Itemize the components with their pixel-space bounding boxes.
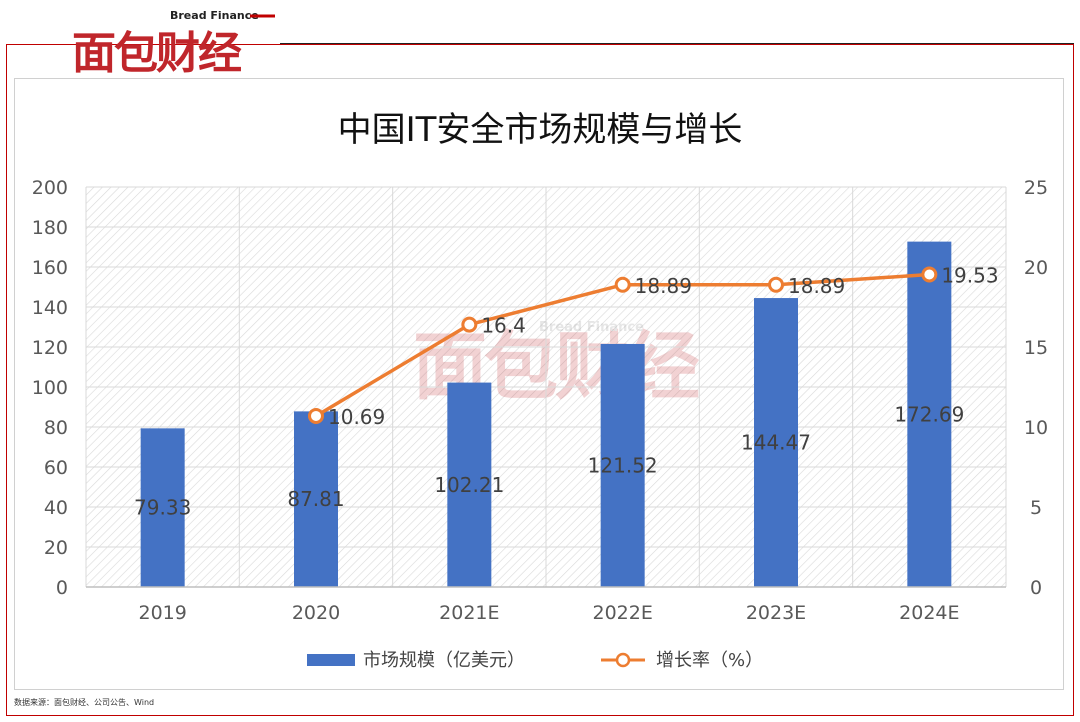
bar-data-label: 79.33 (134, 496, 191, 520)
y-right-tick-label: 25 (1024, 177, 1048, 199)
outer-frame (6, 44, 1074, 716)
y-left-tick-label: 20 (44, 537, 68, 559)
y-left-tick-label: 200 (32, 177, 68, 199)
y-left-tick-label: 60 (44, 457, 68, 479)
frame-top-rule (280, 43, 1074, 44)
line-point-growth (461, 316, 478, 333)
line-point-growth (768, 276, 784, 293)
y-left-tick-label: 140 (32, 297, 68, 319)
y-left-tick-label: 160 (32, 257, 68, 279)
brand-logo: Bread Finance 面包财经 (72, 9, 275, 74)
y-left-tick-label: 40 (44, 497, 68, 519)
x-tick-label: 2023E (746, 602, 806, 624)
chart-title: 中国IT安全市场规模与增长 (338, 110, 743, 150)
y-left-tick-label: 80 (44, 417, 68, 439)
bar-market-size (754, 298, 798, 587)
y-right-tick-label: 20 (1024, 257, 1048, 279)
watermark-subtext: Bread Finance (539, 320, 644, 335)
line-data-label: 10.69 (328, 405, 385, 429)
legend: 市场规模（亿美元） 增长率（%） (307, 650, 763, 671)
chart: 中国IT安全市场规模与增长 面包财经 Bread Finance 79.33 87… (32, 110, 1048, 671)
y-right-tick-label: 0 (1030, 577, 1042, 599)
line-point-growth (614, 276, 631, 293)
x-tick-label: 2021E (439, 602, 499, 624)
y-left-tick-label: 0 (56, 577, 68, 599)
logo-text: 面包财经 (72, 28, 242, 74)
line-data-label: 18.89 (635, 274, 692, 298)
line-point-growth (921, 266, 938, 283)
y-left-tick-label: 120 (32, 337, 68, 359)
x-tick-label: 2024E (899, 602, 959, 624)
y-right-tick-label: 15 (1024, 337, 1048, 359)
bar-market-size (600, 343, 645, 587)
data-source-note: 数据来源：面包财经、公司公告、Wind (14, 698, 155, 707)
line-data-label: 18.89 (788, 274, 845, 298)
chart-card: 中国IT安全市场规模与增长 面包财经 Bread Finance 79.33 87… (14, 78, 1064, 690)
legend-label-market-size: 市场规模（亿美元） (363, 650, 525, 671)
x-tick-label: 2022E (592, 602, 652, 624)
bar-data-label: 121.52 (588, 453, 658, 477)
line-point-growth (308, 407, 324, 424)
bar-market-size (140, 428, 185, 587)
line-data-label: 16.4 (481, 314, 526, 338)
legend-label-growth: 增长率（%） (656, 650, 763, 671)
bar-data-label: 102.21 (434, 473, 504, 497)
y-right-tick-label: 5 (1030, 497, 1042, 519)
bar-data-label: 172.69 (894, 402, 964, 426)
legend-swatch-market-size (307, 654, 355, 666)
x-tick-label: 2019 (138, 602, 186, 624)
bar-market-size (447, 382, 492, 587)
y-left-tick-label: 180 (32, 217, 68, 239)
bar-data-label: 144.47 (741, 431, 811, 455)
y-left-tick-label: 100 (32, 377, 68, 399)
logo-subtext: Bread Finance (170, 9, 259, 22)
bar-data-label: 87.81 (287, 487, 344, 511)
bar-market-size (294, 411, 338, 587)
x-tick-label: 2020 (292, 602, 340, 624)
bar-market-size (907, 241, 952, 587)
legend-swatch-marker (615, 652, 631, 668)
y-right-tick-label: 10 (1024, 417, 1048, 439)
line-data-label: 19.53 (941, 264, 998, 288)
